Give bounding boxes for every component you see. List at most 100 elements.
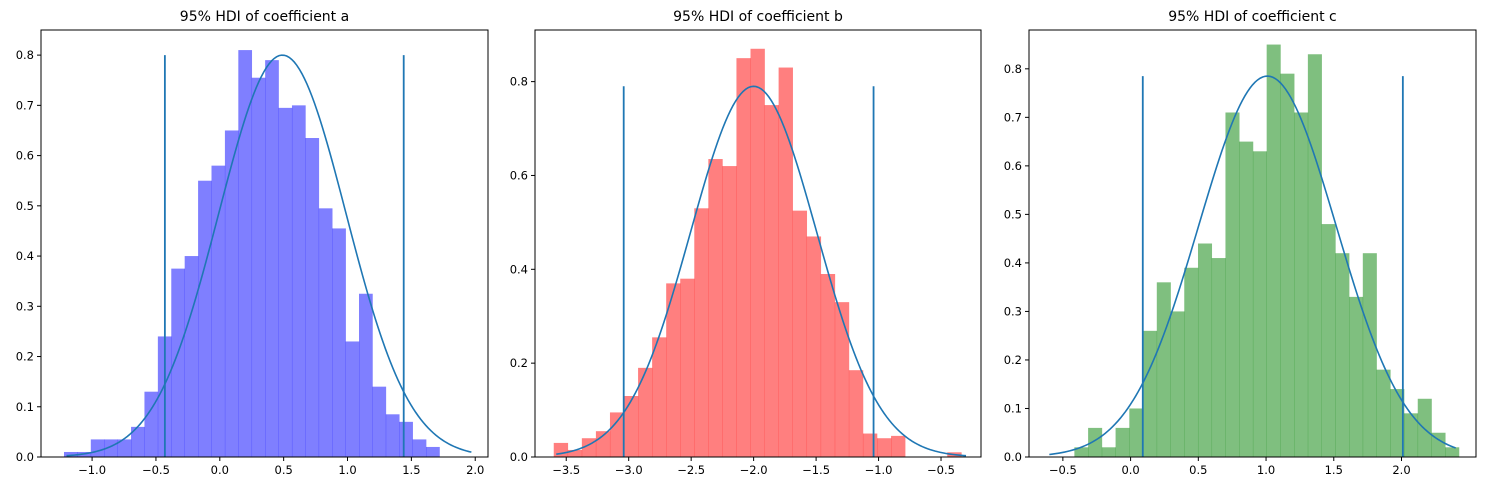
x-tick-label: 1.5 xyxy=(402,463,420,477)
histogram-bar xyxy=(806,236,822,457)
histogram-bar xyxy=(1225,112,1240,458)
histogram-bar xyxy=(1321,224,1336,457)
y-tick-label: 0.2 xyxy=(16,350,34,364)
x-tick-label: 1.0 xyxy=(1257,463,1275,477)
histogram-bar xyxy=(820,274,836,457)
histogram-bar xyxy=(609,412,625,457)
histogram-bar xyxy=(399,421,413,457)
histogram-bar xyxy=(694,208,709,457)
x-tick-label: −2.0 xyxy=(740,463,768,477)
x-tick-label: −3.0 xyxy=(615,463,643,477)
histogram-bar xyxy=(385,414,400,457)
x-tick-label: −3.5 xyxy=(552,463,580,477)
histogram-bar xyxy=(1129,408,1144,457)
axes-frame xyxy=(534,29,982,458)
x-tick-label: 0.0 xyxy=(1121,463,1139,477)
y-tick-label: 0.0 xyxy=(510,450,528,464)
x-tick-label: 0.0 xyxy=(211,463,229,477)
histogram-bar xyxy=(708,159,723,458)
histogram-bar xyxy=(567,449,583,457)
subplot-coefficient-c: 95% HDI of coefficient c −0.5 0.0 0.5 1.0 1.… xyxy=(1004,9,1477,477)
y-tick-label: 0.0 xyxy=(1004,450,1022,464)
x-tick-label: −0.5 xyxy=(142,463,170,477)
histogram-bar xyxy=(750,48,765,458)
histogram-bar xyxy=(238,50,253,458)
y-tick-label: 0.3 xyxy=(16,299,34,313)
histogram-bar xyxy=(652,337,667,457)
histogram-bar xyxy=(1307,54,1322,457)
x-tick-label: 0.5 xyxy=(1189,463,1207,477)
histogram-bar xyxy=(265,60,279,457)
histogram-bar xyxy=(1143,330,1158,457)
normal-fit-curve xyxy=(66,54,472,457)
x-tick-label: −2.5 xyxy=(677,463,705,477)
histogram-bar xyxy=(1184,267,1199,457)
normal-fit-curve xyxy=(1049,75,1456,456)
histogram-bar xyxy=(666,283,681,457)
histogram-bar xyxy=(198,180,212,457)
y-tick-label: 0.8 xyxy=(510,75,528,89)
x-tick-label: 1.0 xyxy=(338,463,356,477)
histogram-bar xyxy=(1197,243,1213,457)
histogram-bars xyxy=(553,48,962,458)
y-tick-label: 0.1 xyxy=(16,400,34,414)
histogram-bar xyxy=(553,442,569,457)
y-tick-label: 0.4 xyxy=(16,249,34,263)
histogram-bar xyxy=(848,370,864,457)
chart-title: 95% HDI of coefficient b xyxy=(673,9,843,25)
histogram-bar xyxy=(345,341,360,457)
histogram-bar xyxy=(891,435,906,457)
histogram-bar xyxy=(1170,311,1185,457)
histogram-bar xyxy=(834,302,850,457)
histogram-bar xyxy=(412,439,427,457)
subplot-coefficient-b: 95% HDI of coefficient b −3.5 −3.0 −2.5 −2.… xyxy=(510,9,982,477)
histogram-bar xyxy=(722,166,737,457)
y-tick-label: 0.4 xyxy=(510,262,528,276)
histogram-bar xyxy=(736,58,751,458)
y-tick-label: 0.2 xyxy=(1004,353,1022,367)
y-tick-label: 0.7 xyxy=(16,98,34,112)
histogram-bars xyxy=(63,50,440,458)
histogram-bar xyxy=(184,256,199,457)
histogram-bar xyxy=(1211,258,1226,457)
histogram-bar xyxy=(778,67,793,457)
histogram-bar xyxy=(131,426,145,457)
histogram-bar xyxy=(862,433,878,457)
y-tick-label: 0.6 xyxy=(1004,159,1022,173)
normal-fit-curve xyxy=(556,85,967,457)
x-tick-label: 2.0 xyxy=(466,463,484,477)
x-tick-label: −0.5 xyxy=(1049,463,1077,477)
y-tick-label: 0.0 xyxy=(16,450,34,464)
histogram-bar xyxy=(251,77,266,457)
y-tick-label: 0.5 xyxy=(16,199,34,213)
y-tick-label: 0.8 xyxy=(16,48,34,62)
y-tick-label: 0.5 xyxy=(1004,207,1022,221)
x-tick-label: 1.5 xyxy=(1325,463,1343,477)
histogram-bar xyxy=(624,396,639,457)
x-tick-label: −1.0 xyxy=(865,463,893,477)
histogram-bar xyxy=(1280,73,1295,458)
histogram-bar xyxy=(1101,447,1116,457)
histogram-bar xyxy=(764,105,779,457)
histogram-bar xyxy=(1390,389,1405,457)
histogram-bars xyxy=(1074,44,1460,458)
histogram-bar xyxy=(359,293,373,457)
histogram-bar xyxy=(426,446,440,457)
histogram-bar xyxy=(1376,369,1391,457)
y-tick-label: 0.6 xyxy=(510,168,528,182)
x-tick-label: −0.5 xyxy=(927,463,955,477)
y-tick-label: 0.4 xyxy=(1004,256,1022,270)
histogram-bar xyxy=(1404,413,1419,457)
x-tick-label: −1.5 xyxy=(802,463,830,477)
histogram-bar xyxy=(1445,447,1460,457)
y-tick-label: 0.8 xyxy=(1004,62,1022,76)
histogram-bar xyxy=(278,107,293,458)
y-tick-label: 0.7 xyxy=(1004,110,1022,124)
histogram-bar xyxy=(1115,427,1130,457)
histogram-bar xyxy=(1349,296,1364,458)
histogram-bar xyxy=(1252,151,1267,457)
histogram-bar xyxy=(1239,141,1254,457)
axes-frame xyxy=(1028,29,1477,458)
histogram-bar xyxy=(1088,427,1103,457)
